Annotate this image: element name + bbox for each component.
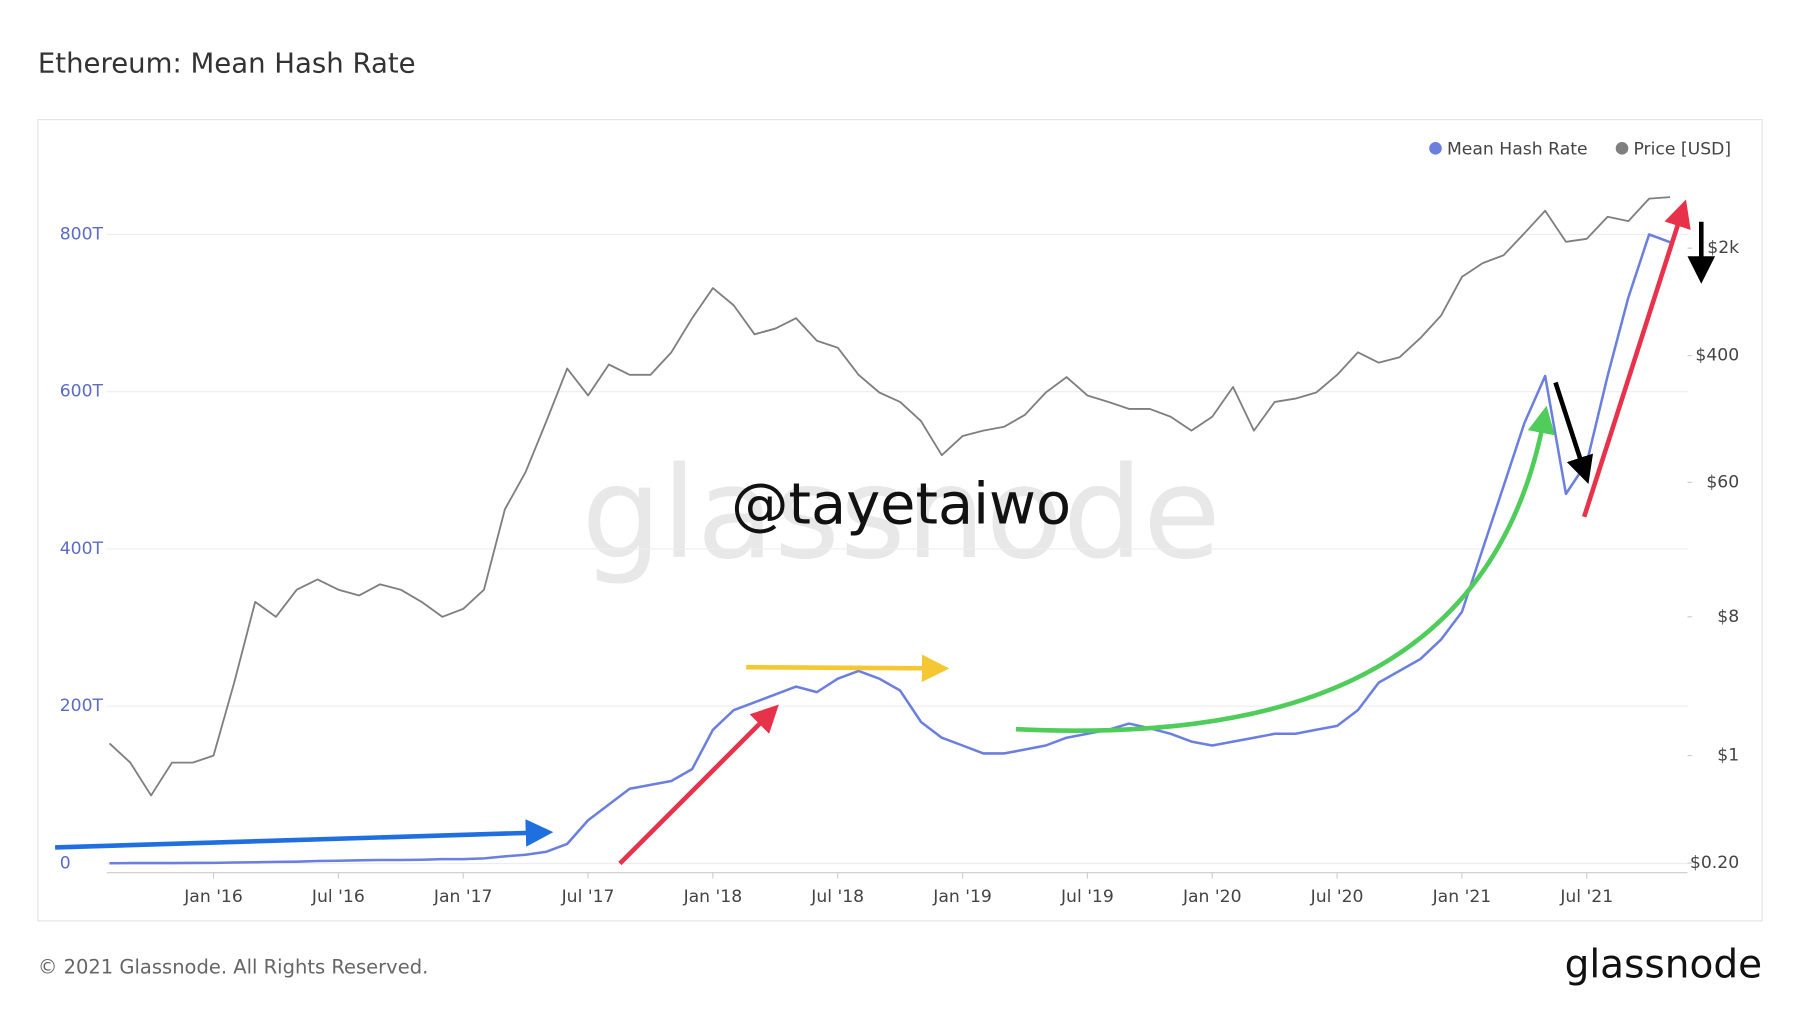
y-tick-label: 0	[60, 853, 71, 873]
x-tick-label: Jan '18	[683, 887, 743, 907]
legend-label: Price [USD]	[1633, 139, 1731, 159]
arrow	[1553, 381, 1594, 485]
arrow	[618, 704, 779, 866]
plot-frame	[37, 119, 1763, 922]
y2-tick-label: $2k	[1707, 238, 1739, 258]
x-tick-label: Jul '21	[1559, 887, 1613, 907]
annotation-arrows	[55, 199, 1716, 866]
legend-swatch	[1429, 142, 1442, 155]
x-tick-label: Jan '16	[183, 887, 243, 907]
y-tick-label: 600T	[60, 382, 104, 402]
footer: © 2021 Glassnode. All Rights Reserved.	[38, 955, 428, 978]
series-line	[109, 233, 1671, 865]
y2-tick-label: $60	[1706, 472, 1739, 492]
legend: Price [USD] Mean Hash Rate	[1429, 139, 1731, 159]
y-tick-label: 800T	[60, 224, 104, 244]
plot-area: 0 200T 400T 600T 800T $0.20 $1 $8 $60 $400 $2k Jan …	[60, 196, 1739, 907]
logo: glassnode	[1565, 942, 1763, 987]
x-tick-label: Jul '18	[810, 887, 864, 907]
chart-title: Ethereum: Mean Hash Rate	[38, 48, 416, 80]
annotation: @tayetaiwo	[731, 470, 1071, 537]
x-tick-label: Jul '16	[311, 887, 365, 907]
legend-swatch	[1615, 142, 1629, 155]
y-tick-label: 200T	[60, 696, 104, 716]
y2-tick-label: $400	[1695, 346, 1739, 366]
series-line	[108, 196, 1671, 797]
y2-tick-label: $8	[1717, 607, 1739, 627]
arrow	[746, 654, 950, 683]
x-tick-label: Jul '19	[1060, 887, 1114, 907]
x-tick-label: Jan '19	[932, 887, 992, 907]
x-tick-label: Jan '20	[1182, 887, 1242, 907]
y-tick-label: 400T	[60, 539, 104, 559]
arrow	[1581, 199, 1691, 518]
x-tick-label: Jul '17	[561, 887, 615, 907]
legend-label: Mean Hash Rate	[1447, 139, 1588, 159]
y2-tick-label: $0.20	[1690, 853, 1739, 873]
arrow	[1015, 405, 1555, 733]
arrow	[55, 819, 554, 850]
x-tick-label: Jan '17	[433, 887, 493, 907]
y2-tick-label: $1	[1717, 746, 1739, 766]
x-tick-label: Jul '20	[1310, 887, 1364, 907]
watermark: glassnode	[581, 440, 1220, 587]
x-tick-label: Jan '21	[1432, 887, 1492, 907]
